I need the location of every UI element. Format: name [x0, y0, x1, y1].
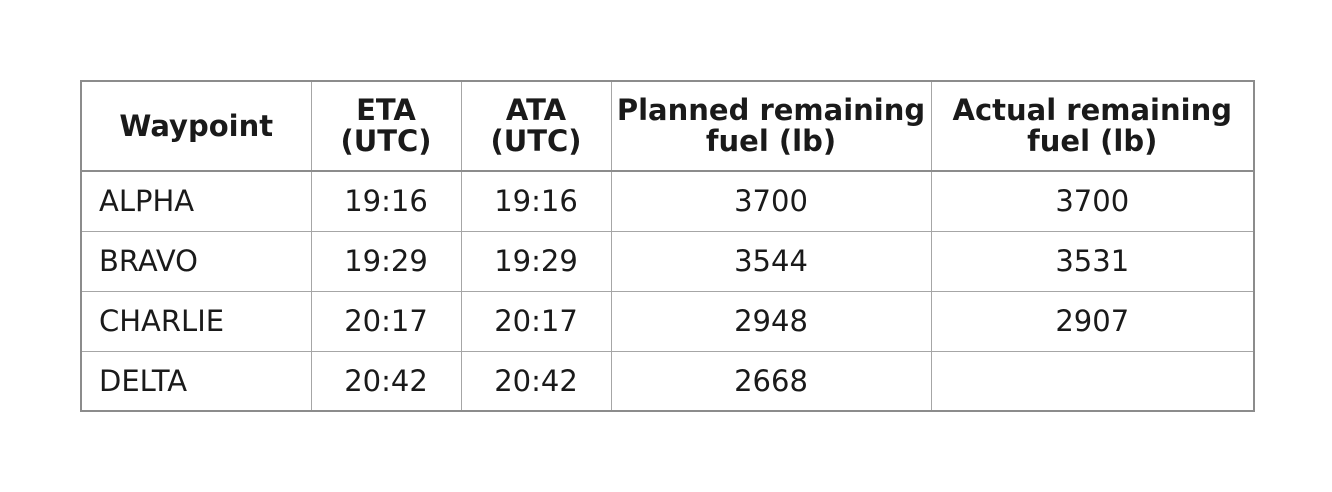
table-body: ALPHA 19:16 19:16 3700 3700 BRAVO 19:29 …: [80, 170, 1255, 412]
cell-eta: 19:29: [310, 230, 462, 292]
table-row: ALPHA 19:16 19:16 3700 3700: [80, 170, 1255, 232]
header-actual-fuel: Actual remaining fuel (lb): [930, 80, 1255, 172]
header-ata: ATA (UTC): [460, 80, 612, 172]
cell-eta: 19:16: [310, 170, 462, 232]
header-row: Waypoint ETA (UTC) ATA (UTC) Planned remai…: [80, 80, 1255, 172]
cell-planned-fuel: 2948: [610, 290, 932, 352]
cell-actual-fuel: 2907: [930, 290, 1255, 352]
cell-actual-fuel: [930, 350, 1255, 412]
cell-actual-fuel: 3700: [930, 170, 1255, 232]
header-eta: ETA (UTC): [310, 80, 462, 172]
cell-ata: 19:16: [460, 170, 612, 232]
cell-planned-fuel: 3544: [610, 230, 932, 292]
cell-waypoint: CHARLIE: [80, 290, 312, 352]
table-header: Waypoint ETA (UTC) ATA (UTC) Planned remai…: [80, 80, 1255, 172]
cell-ata: 19:29: [460, 230, 612, 292]
table-row: CHARLIE 20:17 20:17 2948 2907: [80, 290, 1255, 352]
cell-eta: 20:17: [310, 290, 462, 352]
fuel-log-table: Waypoint ETA (UTC) ATA (UTC) Planned remai…: [80, 80, 1255, 412]
cell-ata: 20:42: [460, 350, 612, 412]
cell-waypoint: ALPHA: [80, 170, 312, 232]
table-row: DELTA 20:42 20:42 2668: [80, 350, 1255, 412]
header-waypoint: Waypoint: [80, 80, 312, 172]
cell-waypoint: DELTA: [80, 350, 312, 412]
cell-planned-fuel: 2668: [610, 350, 932, 412]
cell-waypoint: BRAVO: [80, 230, 312, 292]
cell-actual-fuel: 3531: [930, 230, 1255, 292]
cell-planned-fuel: 3700: [610, 170, 932, 232]
cell-eta: 20:42: [310, 350, 462, 412]
header-planned-fuel: Planned remaining fuel (lb): [610, 80, 932, 172]
table-row: BRAVO 19:29 19:29 3544 3531: [80, 230, 1255, 292]
cell-ata: 20:17: [460, 290, 612, 352]
